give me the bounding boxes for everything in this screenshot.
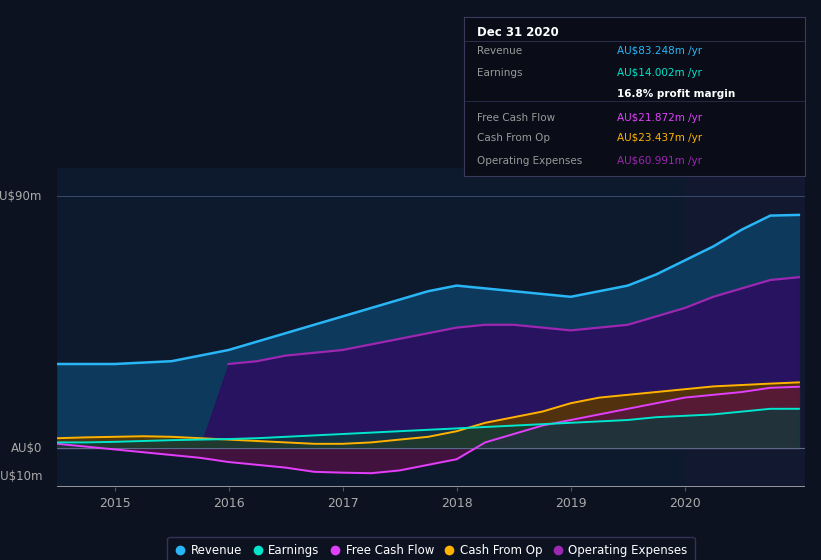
Text: 16.8% profit margin: 16.8% profit margin — [617, 88, 736, 99]
Text: AU$21.872m /yr: AU$21.872m /yr — [617, 113, 702, 123]
Legend: Revenue, Earnings, Free Cash Flow, Cash From Op, Operating Expenses: Revenue, Earnings, Free Cash Flow, Cash … — [167, 537, 695, 560]
Text: -AU$10m: -AU$10m — [0, 469, 43, 483]
Text: Free Cash Flow: Free Cash Flow — [478, 113, 556, 123]
Text: AU$23.437m /yr: AU$23.437m /yr — [617, 133, 702, 143]
Text: Dec 31 2020: Dec 31 2020 — [478, 26, 559, 39]
Text: Cash From Op: Cash From Op — [478, 133, 551, 143]
Text: AU$83.248m /yr: AU$83.248m /yr — [617, 45, 702, 55]
Text: AU$0: AU$0 — [11, 441, 43, 455]
Text: AU$14.002m /yr: AU$14.002m /yr — [617, 68, 702, 78]
Text: Operating Expenses: Operating Expenses — [478, 156, 583, 166]
Text: AU$90m: AU$90m — [0, 189, 43, 203]
Text: Revenue: Revenue — [478, 45, 523, 55]
Bar — [685, 168, 805, 487]
Text: AU$60.991m /yr: AU$60.991m /yr — [617, 156, 702, 166]
Text: Earnings: Earnings — [478, 68, 523, 78]
